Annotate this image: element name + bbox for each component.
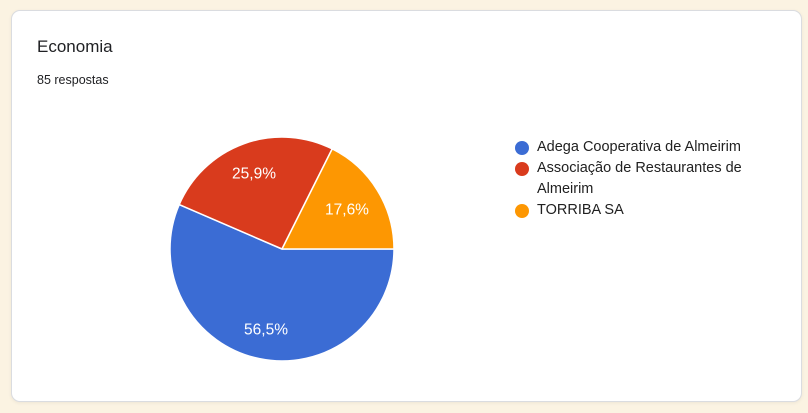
legend-item-adega-cooperativa: Adega Cooperativa de Almeirim: [515, 137, 777, 158]
legend-dot-red-icon: [515, 161, 529, 176]
legend-item-torriba: TORRIBA SA: [515, 200, 777, 221]
legend-label: Associação de Restaurantes de Almeirim: [537, 160, 742, 197]
legend-dot-icon: [515, 203, 529, 218]
pie-slice-adega-cooperativa[interactable]: [169, 203, 395, 362]
question-summary-card: Economia 85 respostas 56,5% 25,9% 17,6% …: [11, 10, 802, 402]
legend-dot-orange-icon: [515, 203, 529, 218]
responses-count: 85 respostas: [37, 73, 109, 87]
legend-item-associacao-restaurantes: Associação de Restaurantes de Almeirim: [515, 158, 777, 200]
chart-legend: Adega Cooperativa de Almeirim Associação…: [515, 137, 777, 221]
legend-dot-icon: [515, 140, 529, 155]
pie-chart: 56,5% 25,9% 17,6%: [169, 136, 395, 362]
pie-slice-associacao-restaurantes[interactable]: [178, 136, 333, 250]
pie-percent-label-associacao: 25,9%: [232, 166, 276, 183]
legend-dot-icon: [515, 161, 529, 176]
pie-percent-label-torriba: 17,6%: [325, 202, 369, 219]
question-title: Economia: [37, 37, 113, 56]
legend-label: Adega Cooperativa de Almeirim: [537, 139, 741, 155]
pie-slice-torriba[interactable]: [281, 148, 395, 250]
pie-percent-label-adega: 56,5%: [244, 322, 288, 339]
legend-label: TORRIBA SA: [537, 202, 624, 218]
legend-dot-blue-icon: [515, 140, 529, 155]
